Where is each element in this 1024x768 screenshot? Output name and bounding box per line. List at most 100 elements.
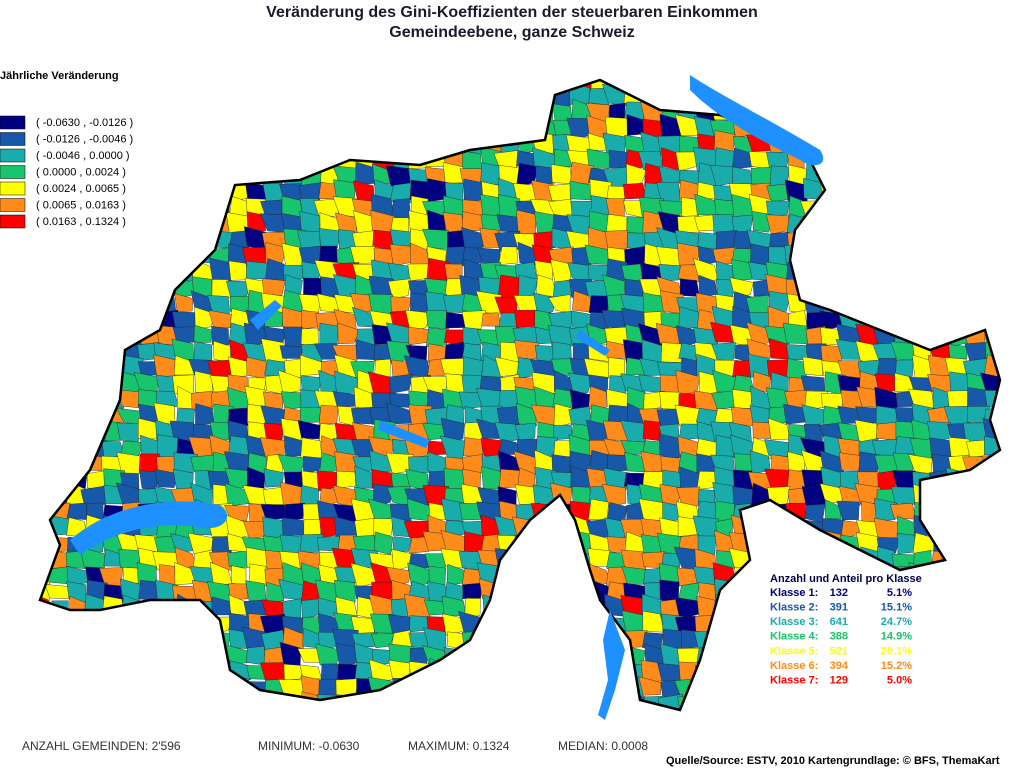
municipality <box>283 502 305 521</box>
municipality <box>208 706 230 710</box>
municipality <box>771 80 788 93</box>
municipality <box>732 80 752 91</box>
municipality <box>98 375 124 394</box>
municipality <box>930 260 952 284</box>
legend-label: ( 0.0163 , 0.1324 ) <box>36 216 126 228</box>
municipality <box>138 679 158 698</box>
municipality <box>908 195 935 218</box>
municipality <box>986 696 1000 710</box>
municipality <box>350 104 375 121</box>
municipality <box>822 550 845 570</box>
municipality <box>998 403 1000 425</box>
municipality <box>80 485 107 505</box>
municipality <box>392 120 414 140</box>
municipality <box>392 536 412 552</box>
municipality <box>334 579 356 604</box>
municipality <box>301 101 322 121</box>
municipality <box>858 663 881 683</box>
municipality <box>858 166 881 187</box>
municipality <box>303 133 325 155</box>
municipality <box>62 260 89 285</box>
municipality <box>82 227 105 248</box>
municipality <box>714 80 734 90</box>
municipality <box>441 694 468 710</box>
municipality <box>874 291 900 311</box>
municipality <box>175 80 197 89</box>
municipality <box>390 296 412 312</box>
municipality <box>300 437 323 459</box>
lake <box>690 75 824 166</box>
municipality <box>263 422 284 441</box>
municipality <box>155 118 179 138</box>
municipality <box>967 562 991 586</box>
municipality <box>768 102 791 123</box>
municipality <box>40 290 51 315</box>
municipality <box>192 180 214 203</box>
lake <box>70 501 228 555</box>
municipality <box>1003 643 1024 668</box>
municipality <box>40 434 52 459</box>
lakes <box>70 75 824 720</box>
municipality <box>965 246 991 266</box>
municipality <box>514 422 536 441</box>
municipality <box>65 293 88 315</box>
municipality <box>945 100 972 122</box>
municipality <box>640 451 665 473</box>
municipality <box>389 393 414 408</box>
municipality <box>135 248 159 267</box>
municipality <box>765 707 793 710</box>
municipality <box>461 644 486 666</box>
municipality <box>713 646 737 665</box>
municipality <box>946 294 968 311</box>
municipality <box>84 646 107 667</box>
municipality <box>929 514 950 536</box>
municipality <box>692 706 717 710</box>
municipality <box>533 707 558 710</box>
municipality <box>930 691 952 710</box>
municipality <box>965 661 989 681</box>
municipality <box>553 712 576 728</box>
municipality <box>1000 340 1024 363</box>
legend-swatch <box>0 181 26 196</box>
municipality <box>986 294 1000 313</box>
municipality <box>50 370 70 395</box>
municipality <box>426 133 450 155</box>
municipality <box>515 584 539 601</box>
municipality <box>894 121 918 137</box>
municipality <box>49 466 69 490</box>
municipality <box>549 521 575 539</box>
municipality <box>462 150 482 172</box>
municipality <box>552 647 574 665</box>
municipality <box>388 99 413 120</box>
municipality <box>263 708 286 710</box>
municipality <box>263 88 289 106</box>
legend-swatch <box>0 148 26 163</box>
municipality <box>333 130 358 156</box>
municipality <box>984 148 1000 171</box>
municipality <box>893 89 914 108</box>
municipality <box>565 629 592 649</box>
municipality <box>350 88 379 104</box>
municipality <box>875 422 899 441</box>
municipality <box>1004 660 1024 682</box>
municipality <box>208 310 232 328</box>
municipality <box>842 104 861 121</box>
class-label: Klasse 6: <box>770 660 818 672</box>
municipality <box>1000 516 1023 538</box>
municipality <box>40 470 50 491</box>
municipality <box>802 216 826 232</box>
municipality <box>318 245 339 264</box>
municipality <box>300 118 323 140</box>
municipality <box>298 148 324 170</box>
municipality <box>948 246 971 268</box>
municipality <box>967 262 990 284</box>
municipality <box>224 165 251 186</box>
municipality <box>405 309 431 333</box>
municipality <box>101 344 125 362</box>
municipality <box>476 692 501 710</box>
municipality <box>211 326 229 345</box>
municipality <box>800 375 826 392</box>
class-label: Klasse 4: <box>770 631 818 643</box>
municipality <box>892 691 916 710</box>
municipality <box>209 695 230 710</box>
